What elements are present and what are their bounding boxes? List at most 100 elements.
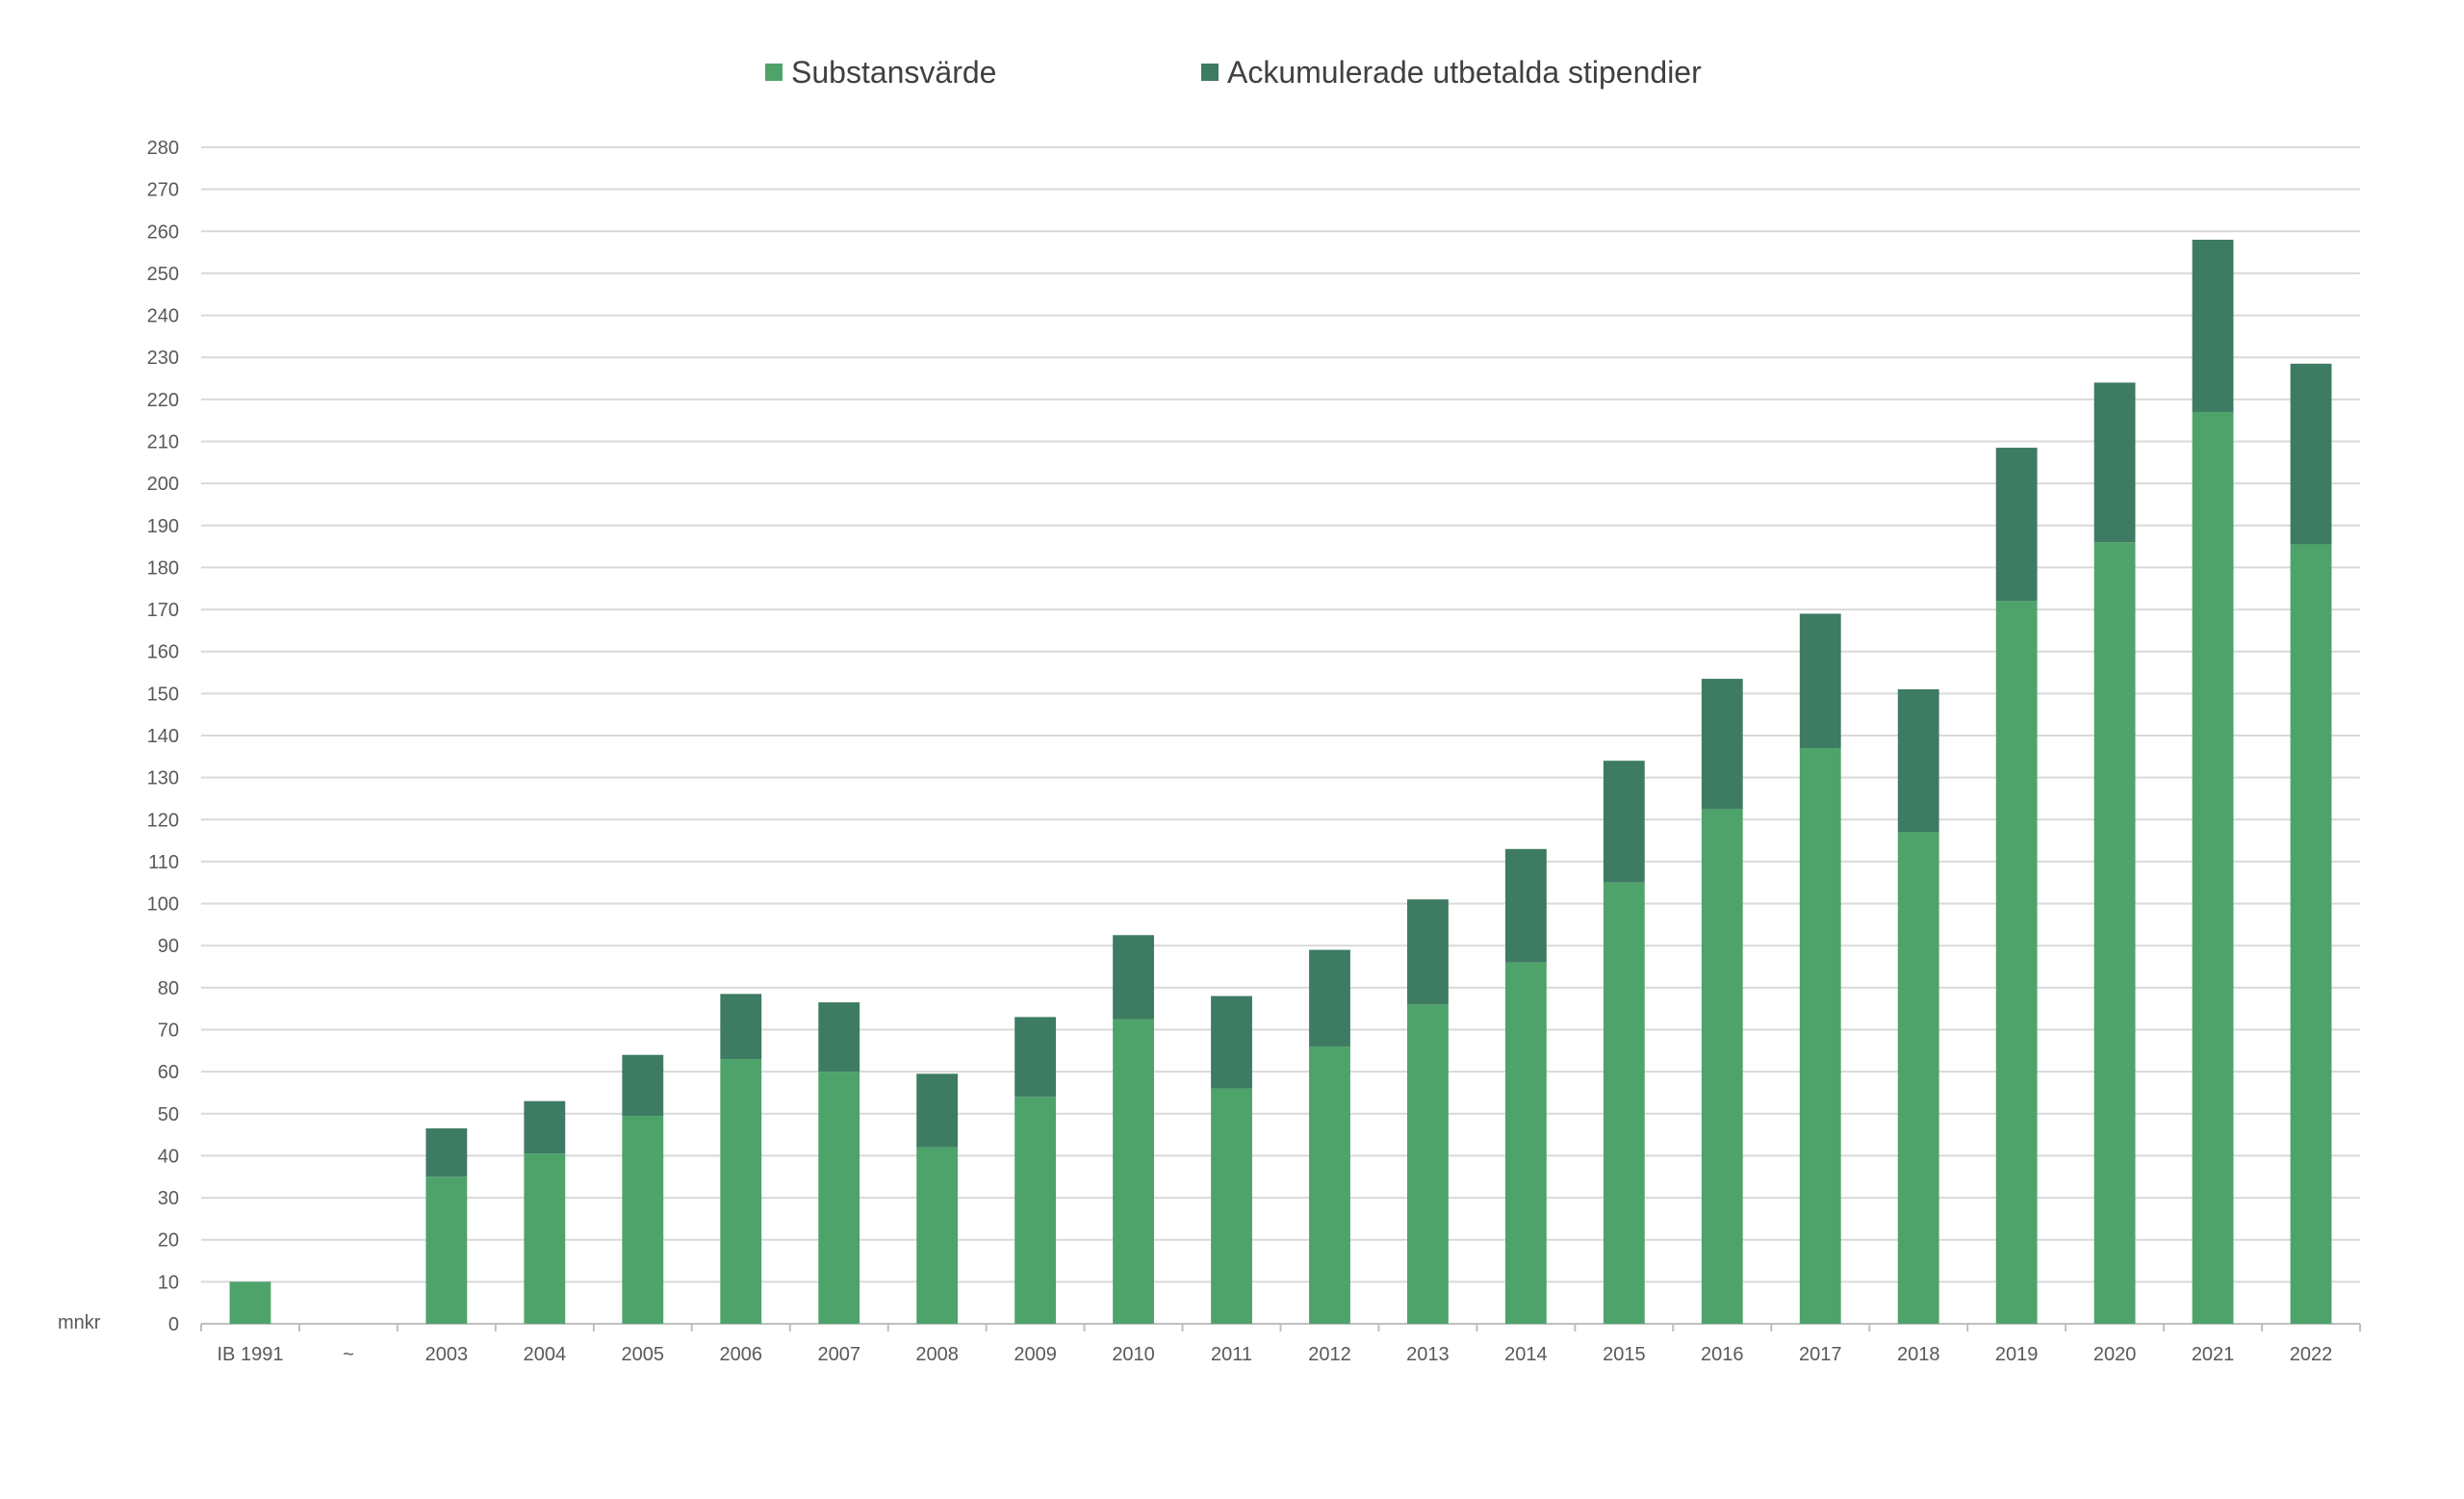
y-tick-label: 80 (158, 978, 179, 999)
x-tick-label: 2006 (720, 1344, 763, 1365)
bar-stipendier (1014, 1017, 1057, 1098)
x-tick-label: 2009 (1014, 1344, 1057, 1365)
x-tick-label: 2010 (1112, 1344, 1155, 1365)
bar-substansvarde (1603, 882, 1645, 1324)
x-tick-label: IB 1991 (218, 1344, 284, 1365)
x-tick-label: 2016 (1701, 1344, 1744, 1365)
bar-substansvarde (1309, 1046, 1350, 1324)
x-tick-label: 2003 (425, 1344, 469, 1365)
y-tick-label: 190 (147, 516, 179, 537)
bar-substansvarde (1211, 1088, 1252, 1324)
y-tick-label: 0 (168, 1314, 179, 1335)
bar-stipendier (1407, 899, 1449, 1005)
y-axis-ticks: 0 10 20 30 40 50 60 70 80 90 100 110 120 130 140 150 160… (147, 138, 179, 1335)
x-tick-label: 2021 (2192, 1344, 2235, 1365)
bar-substansvarde (818, 1072, 860, 1324)
y-tick-label: 260 (147, 221, 179, 243)
bar-stipendier (1995, 448, 2038, 602)
y-tick-label: 270 (147, 180, 179, 201)
bar-stipendier (818, 1002, 860, 1073)
x-tick-label: 2011 (1211, 1344, 1252, 1365)
x-tick-label: 2008 (915, 1344, 959, 1365)
x-tick-label: 2004 (524, 1344, 567, 1365)
bar-stipendier (2290, 363, 2332, 545)
bar-stipendier (1309, 949, 1350, 1047)
y-tick-label: 70 (158, 1021, 179, 1042)
bar-substansvarde (1014, 1097, 1057, 1324)
x-tick-label: 2007 (817, 1344, 860, 1365)
legend: Substansvärde Ackumulerade utbetalda sti… (765, 55, 1702, 90)
y-tick-label: 20 (158, 1230, 179, 1252)
y-tick-label: 170 (147, 600, 179, 621)
bar-stipendier (1504, 848, 1547, 963)
bars (229, 240, 2332, 1324)
legend-swatch-substansvarde (765, 64, 783, 81)
y-tick-label: 120 (147, 810, 179, 831)
y-tick-label: 10 (158, 1272, 179, 1293)
bar-stipendier (1603, 761, 1645, 883)
x-tick-label: 2005 (622, 1344, 665, 1365)
bar-substansvarde (720, 1059, 762, 1324)
x-tick-label: 2013 (1406, 1344, 1450, 1365)
y-tick-label: 150 (147, 684, 179, 705)
y-tick-label: 220 (147, 390, 179, 411)
bar-stipendier (2192, 240, 2234, 412)
bar-substansvarde (1113, 1019, 1154, 1324)
bar-substansvarde (1995, 601, 2038, 1324)
y-tick-label: 90 (158, 936, 179, 957)
bar-stipendier (1113, 935, 1154, 1020)
y-tick-label: 130 (147, 768, 179, 789)
y-tick-label: 180 (147, 557, 179, 579)
bar-stipendier (2093, 382, 2136, 543)
x-tick-label: 2017 (1799, 1344, 1842, 1365)
x-tick-label: 2022 (2290, 1344, 2333, 1365)
bar-substansvarde (1897, 832, 1939, 1324)
y-tick-label: 210 (147, 432, 179, 453)
y-tick-label: 50 (158, 1104, 179, 1125)
bar-stipendier (720, 994, 762, 1060)
y-tick-label: 160 (147, 642, 179, 663)
bar-stipendier (1701, 679, 1743, 810)
x-axis-ticks: IB 1991 ~2003 2004 2005 2006 2007 2008 2009 2010… (200, 1324, 2361, 1365)
bar-stipendier (1897, 688, 1939, 833)
y-tick-label: 280 (147, 138, 179, 159)
bar-substansvarde (2192, 411, 2234, 1324)
bar-substansvarde (1701, 809, 1743, 1324)
y-tick-label: 240 (147, 306, 179, 327)
bar-substansvarde (1504, 962, 1547, 1324)
bar-substansvarde (229, 1281, 271, 1324)
y-tick-label: 200 (147, 474, 179, 495)
legend-swatch-stipendier (1201, 64, 1219, 81)
x-tick-label: 2018 (1897, 1344, 1940, 1365)
bar-substansvarde (916, 1147, 959, 1324)
x-tick-label: 2020 (2093, 1344, 2137, 1365)
bar-stipendier (916, 1073, 959, 1148)
bar-substansvarde (622, 1115, 664, 1324)
bar-substansvarde (2093, 542, 2136, 1324)
y-tick-label: 140 (147, 726, 179, 747)
legend-label-substansvarde: Substansvärde (791, 55, 996, 90)
y-axis-unit-label: mnkr (58, 1312, 101, 1333)
y-tick-label: 30 (158, 1188, 179, 1209)
bar-substansvarde (2290, 544, 2332, 1324)
x-tick-label: 2012 (1308, 1344, 1351, 1365)
bar-stipendier (524, 1100, 566, 1154)
x-tick-label: 2019 (1995, 1344, 2039, 1365)
legend-label-stipendier: Ackumulerade utbetalda stipendier (1227, 55, 1702, 90)
bar-substansvarde (524, 1153, 566, 1324)
bar-substansvarde (1799, 748, 1841, 1324)
x-tick-label: 2015 (1603, 1344, 1646, 1365)
bar-substansvarde (425, 1176, 468, 1324)
bar-stipendier (1799, 613, 1841, 749)
y-tick-label: 60 (158, 1062, 179, 1083)
y-tick-label: 40 (158, 1146, 179, 1167)
bar-substansvarde (1407, 1004, 1449, 1324)
y-tick-label: 250 (147, 264, 179, 285)
x-tick-label: ~ (343, 1344, 354, 1365)
bar-stipendier (425, 1128, 468, 1177)
y-tick-label: 110 (148, 852, 179, 873)
bar-stipendier (622, 1054, 664, 1116)
y-tick-label: 100 (147, 894, 179, 916)
y-tick-label: 230 (147, 348, 179, 369)
